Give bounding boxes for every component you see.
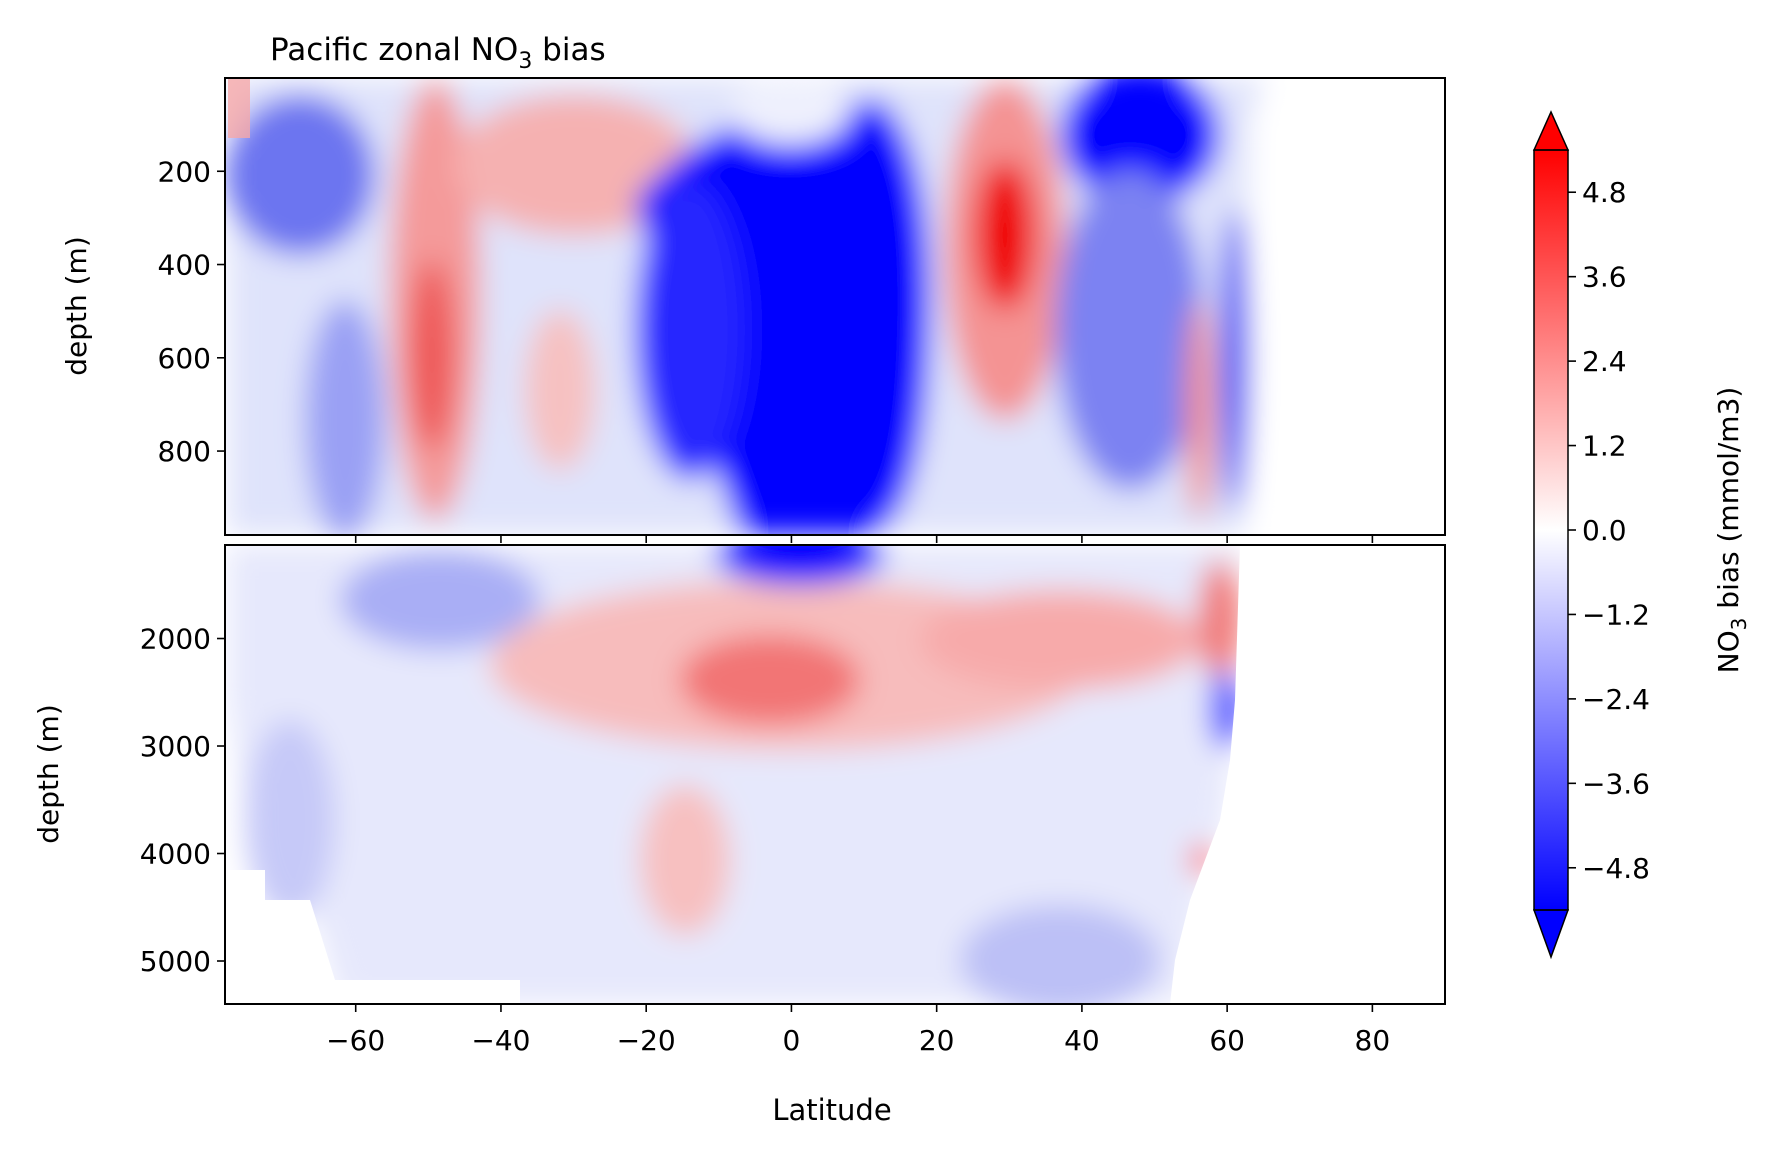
colorbar-tick-label: −4.8: [1582, 852, 1650, 885]
lower-red-deep: [640, 785, 730, 935]
chart-title: Pacific zonal NO3 bias: [270, 32, 606, 74]
upper-field: [225, 78, 1445, 535]
upper-red-west-core: [410, 260, 454, 450]
colorbar-tick-label: 3.6: [1582, 261, 1627, 294]
x-tick-label: −60: [326, 1024, 385, 1057]
upper-y-tick-label: 600: [158, 342, 211, 375]
colorbar-label-subscript: 3: [1727, 618, 1751, 631]
colorbar-tick-label: −1.2: [1582, 598, 1650, 631]
upper-red-north-core: [975, 160, 1035, 310]
colorbar-tick-label: 4.8: [1582, 176, 1627, 209]
upper-surface-red-corner: [228, 78, 250, 138]
lower-field: [228, 545, 1445, 1004]
colorbar-tick-label: −2.4: [1582, 683, 1650, 716]
colorbar-fill: [1534, 150, 1568, 910]
x-tick-label: −20: [617, 1024, 676, 1057]
lower-x-ticks: −60 −40 −20 0 20 40 60 80: [326, 1004, 1390, 1057]
colorbar-label: NO3 bias (mmol/m3): [1712, 387, 1751, 674]
upper-ylabel: depth (m): [60, 236, 93, 376]
chart-title-main: Pacific zonal NO: [270, 32, 518, 68]
lower-frame: [224, 544, 1446, 1005]
lower-bottom-mask: [228, 870, 520, 1004]
lower-panel: 2000 3000 4000 5000 −60 −40 −20 0 20 40 60 80 dept…: [32, 544, 1446, 1057]
upper-blue-west-lens: [305, 300, 385, 535]
lower-blue-southwest-edge: [245, 720, 335, 920]
colorbar-tick-label: 2.4: [1582, 345, 1627, 378]
upper-frame: [224, 77, 1446, 536]
lower-blue-southwest: [340, 550, 540, 650]
upper-red-deep-patch: [525, 310, 595, 470]
colorbar-tick-label: −3.6: [1582, 767, 1650, 800]
lower-land-mask: [1170, 545, 1445, 1004]
colorbar-tick-label: 0.0: [1582, 514, 1627, 547]
chart-title-suffix: bias: [532, 32, 605, 68]
lower-red-northern-arm: [920, 590, 1200, 690]
colorbar-extend-max: [1532, 110, 1570, 151]
lower-ylabel: depth (m): [32, 704, 65, 844]
upper-blue-north-mid: [1055, 170, 1205, 490]
x-tick-label: 80: [1355, 1024, 1391, 1057]
upper-blue-boundary: [1220, 210, 1250, 510]
lower-y-ticks: 2000 3000 4000 5000: [140, 623, 225, 978]
upper-y-tick-label: 800: [158, 435, 211, 468]
upper-panel: 200 400 600 800 depth (m): [60, 77, 1446, 543]
upper-blue-equatorial-west: [635, 180, 745, 480]
lower-y-tick-label: 3000: [140, 730, 211, 763]
colorbar-tick-label: 1.2: [1582, 430, 1627, 463]
chart-title-subscript: 3: [518, 49, 532, 74]
upper-red-subpolar-streak: [1186, 300, 1214, 520]
x-axis-label: Latitude: [772, 1093, 891, 1127]
upper-mask-land: [1240, 78, 1445, 535]
x-tick-label: 0: [783, 1024, 801, 1057]
x-tick-label: 40: [1064, 1024, 1100, 1057]
lower-blue-equatorial-top: [715, 545, 885, 585]
upper-y-tick-label: 200: [158, 155, 211, 188]
x-tick-label: 60: [1209, 1024, 1245, 1057]
x-tick-label: −40: [471, 1024, 530, 1057]
colorbar-label-suffix: bias (mmol/m3): [1712, 387, 1745, 618]
lower-red-boundary-top: [1198, 560, 1242, 680]
lower-red-main-core: [680, 635, 860, 725]
upper-white-equatorial-surface: [730, 78, 850, 145]
colorbar-label-main: NO: [1712, 630, 1745, 673]
lower-blue-boundary: [1211, 670, 1239, 750]
upper-blue-southwest: [225, 95, 375, 255]
x-tick-label: 20: [919, 1024, 955, 1057]
upper-x-ticks: [354, 535, 1374, 543]
upper-y-tick-label: 400: [158, 249, 211, 282]
lower-blue-deep-north: [960, 905, 1160, 1004]
colorbar-ticks: −4.8 −3.6 −2.4 −1.2 0.0 1.2 2.4 3.6 4.8: [1568, 176, 1650, 885]
lower-y-tick-label: 5000: [140, 945, 211, 978]
upper-y-ticks: 200 400 600 800: [158, 155, 225, 468]
lower-y-tick-label: 2000: [140, 623, 211, 656]
colorbar: −4.8 −3.6 −2.4 −1.2 0.0 1.2 2.4 3.6 4.8 NO3 bias…: [1532, 110, 1751, 960]
upper-blue-north-shallow: [1060, 78, 1220, 205]
colorbar-extend-min: [1532, 909, 1570, 960]
lower-y-tick-label: 4000: [140, 838, 211, 871]
